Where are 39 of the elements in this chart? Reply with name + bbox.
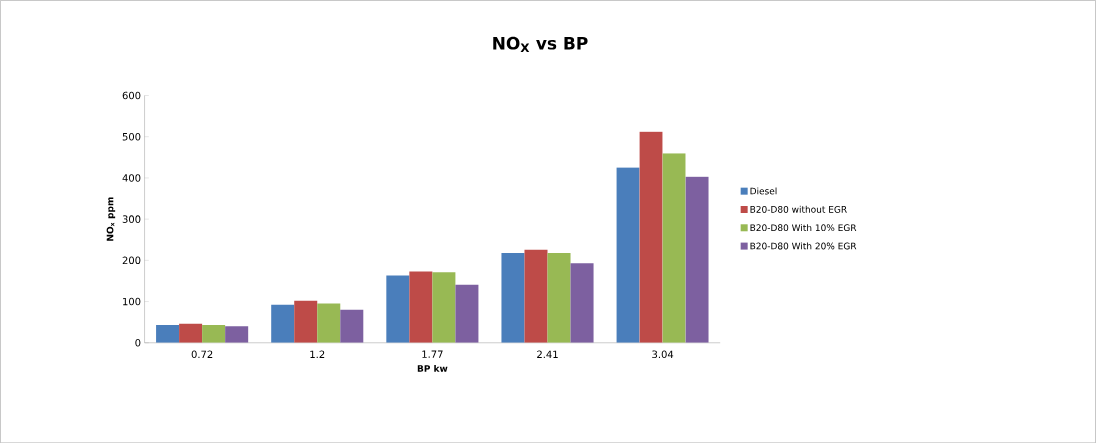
- legend-label: Diesel: [750, 187, 777, 195]
- bar: [616, 167, 640, 343]
- bar: [547, 252, 571, 343]
- legend-label: B20-D80 With 10% EGR: [750, 223, 857, 231]
- bar: [501, 252, 525, 343]
- bar: [662, 153, 686, 343]
- bar: [225, 326, 249, 343]
- legend-label: B20-D80 without EGR: [750, 205, 847, 213]
- bar: [156, 324, 180, 343]
- chart-title: NO$_{X}$ vs BP: [493, 36, 588, 52]
- legend-label: B20-D80 With 20% EGR: [750, 242, 857, 250]
- bar: [639, 131, 663, 343]
- y-tick-label: 0: [135, 338, 141, 347]
- x-tick-label: 2.41: [537, 350, 558, 358]
- bar: [455, 284, 479, 343]
- bar: [340, 309, 364, 343]
- x-tick-label: 1.77: [422, 350, 443, 358]
- bar: [271, 304, 295, 343]
- y-tick-label: 200: [122, 256, 141, 264]
- bar: [524, 249, 548, 343]
- y-axis-title: NO$_{x}$ ppm: [106, 197, 116, 241]
- x-tick-label: 3.04: [652, 350, 674, 358]
- y-tick-label: 100: [123, 297, 141, 306]
- bar: [432, 272, 456, 343]
- y-tick-label: 600: [122, 91, 141, 100]
- bar: [685, 176, 709, 343]
- bar: [386, 275, 410, 343]
- y-tick-label: 300: [122, 215, 141, 223]
- bar: [409, 271, 433, 343]
- bar: [202, 324, 226, 343]
- bar: [570, 263, 594, 343]
- x-axis-title: BP kw: [417, 364, 448, 372]
- x-tick-label: 0.72: [191, 350, 213, 358]
- x-tick-label: 1.2: [310, 350, 325, 358]
- bar: [179, 323, 203, 343]
- bar: [317, 303, 341, 343]
- y-tick-label: 500: [122, 132, 141, 141]
- bar: [294, 300, 318, 343]
- y-tick-label: 400: [122, 174, 141, 182]
